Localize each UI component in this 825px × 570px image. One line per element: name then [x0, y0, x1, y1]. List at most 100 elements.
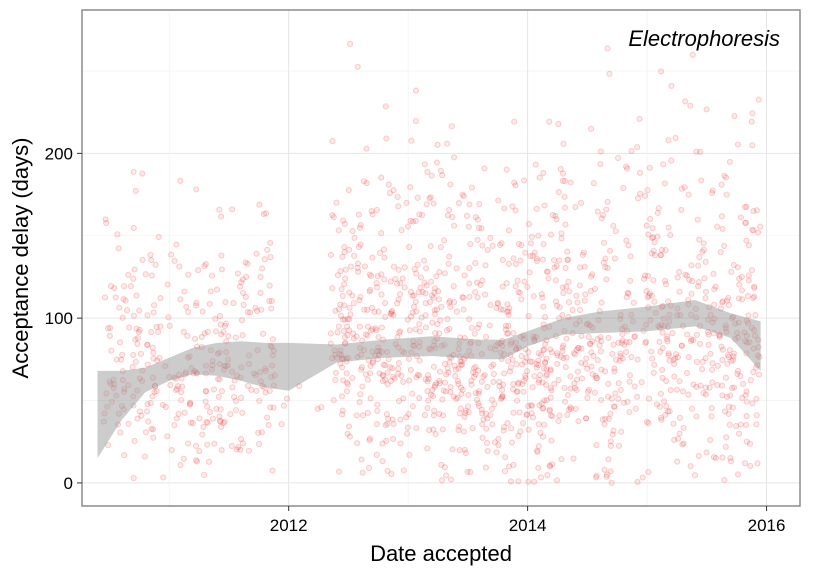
data-point — [217, 406, 224, 413]
data-point — [212, 328, 219, 335]
data-point — [346, 433, 353, 440]
data-point — [406, 377, 413, 384]
data-point — [133, 325, 140, 332]
data-point — [458, 358, 465, 365]
data-point — [106, 332, 113, 339]
data-point — [438, 477, 446, 484]
data-point — [509, 386, 517, 393]
data-point — [544, 472, 551, 479]
data-point — [447, 383, 454, 391]
data-point — [641, 272, 649, 279]
data-point — [565, 406, 573, 413]
data-point — [341, 281, 348, 288]
data-point — [134, 340, 141, 348]
data-point — [412, 298, 419, 305]
data-point — [695, 283, 702, 290]
data-point — [339, 253, 346, 260]
data-point — [449, 213, 456, 221]
data-point — [544, 268, 551, 275]
data-point — [547, 367, 554, 374]
data-point — [422, 376, 429, 383]
data-point — [416, 211, 423, 218]
data-point — [354, 260, 362, 267]
data-point — [695, 262, 702, 269]
data-point — [572, 405, 579, 412]
data-point — [546, 406, 553, 413]
data-point — [623, 294, 630, 301]
data-point — [382, 103, 389, 110]
data-point — [159, 401, 166, 408]
data-point — [472, 259, 479, 267]
data-point — [439, 172, 446, 179]
data-point — [643, 338, 650, 345]
data-point — [218, 447, 225, 454]
data-point — [725, 410, 732, 417]
data-point — [502, 454, 509, 461]
data-point — [540, 405, 547, 412]
data-point — [210, 386, 218, 393]
data-point — [493, 449, 500, 456]
data-point — [585, 333, 592, 340]
data-point — [232, 334, 239, 341]
data-point — [553, 302, 560, 309]
data-point — [697, 382, 704, 389]
data-point — [472, 289, 479, 296]
data-point — [341, 302, 348, 309]
data-point — [390, 373, 397, 380]
data-point — [151, 302, 158, 309]
data-point — [442, 388, 449, 395]
data-point — [411, 266, 418, 273]
data-point — [379, 440, 386, 447]
data-point — [456, 410, 463, 417]
data-point — [749, 226, 756, 233]
data-point — [662, 247, 669, 254]
data-point — [560, 140, 567, 147]
data-point — [429, 386, 436, 393]
data-point — [367, 327, 374, 334]
data-point — [119, 314, 126, 321]
data-point — [607, 438, 614, 445]
data-point — [156, 354, 163, 361]
data-point — [615, 442, 623, 449]
data-point — [500, 306, 507, 313]
data-point — [489, 242, 496, 249]
data-point — [508, 439, 516, 446]
data-point — [604, 45, 611, 52]
data-point — [734, 367, 742, 374]
data-point — [481, 371, 488, 379]
data-point — [359, 412, 367, 419]
data-point — [655, 205, 662, 212]
data-point — [389, 365, 396, 372]
data-point — [480, 416, 487, 423]
data-point — [726, 158, 733, 165]
data-point — [151, 388, 158, 396]
data-point — [510, 255, 517, 262]
data-point — [645, 395, 653, 402]
data-point — [575, 418, 582, 425]
data-point — [736, 275, 743, 282]
data-point — [657, 252, 664, 259]
data-point — [518, 296, 525, 303]
data-point — [145, 418, 152, 425]
y-tick-label: 0 — [64, 474, 73, 493]
data-point — [723, 434, 730, 441]
data-point — [495, 197, 502, 204]
data-point — [180, 328, 187, 335]
data-point — [561, 204, 568, 211]
data-point — [496, 241, 504, 249]
data-point — [426, 298, 434, 306]
data-point — [543, 371, 551, 378]
data-point — [743, 413, 750, 420]
data-point — [742, 219, 749, 226]
data-point — [239, 332, 246, 339]
data-point — [404, 223, 412, 230]
data-point — [582, 415, 590, 422]
data-point — [454, 394, 461, 401]
data-point — [459, 191, 466, 198]
data-point — [578, 359, 585, 366]
data-point — [563, 335, 570, 342]
data-point — [238, 317, 246, 324]
data-point — [487, 412, 494, 419]
data-point — [116, 304, 123, 311]
data-point — [451, 362, 458, 369]
